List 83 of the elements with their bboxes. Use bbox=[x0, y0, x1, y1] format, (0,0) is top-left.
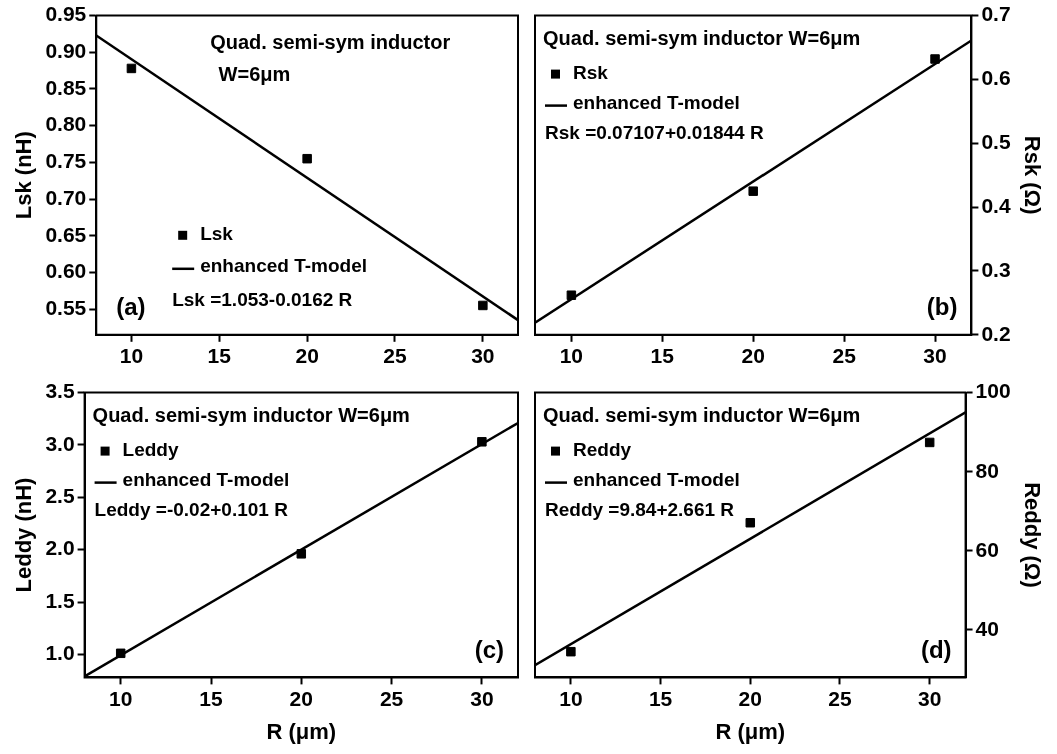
annotation: Lsk =1.053-0.0162 R bbox=[172, 289, 353, 311]
x-tick-label: 30 bbox=[470, 686, 494, 710]
y-tick-label: 2.5 bbox=[45, 484, 75, 508]
y2-axis-title: Rsk (Ω) bbox=[1019, 135, 1045, 215]
point bbox=[566, 290, 577, 300]
point bbox=[748, 186, 758, 196]
x-tick-label: 20 bbox=[738, 686, 762, 710]
annotation: Reddy =9.84+2.661 R bbox=[545, 498, 735, 520]
y-tick-label: 3.0 bbox=[45, 431, 75, 455]
annotation: (a) bbox=[116, 293, 146, 321]
y-tick-label: 3.5 bbox=[45, 379, 75, 403]
point bbox=[930, 54, 940, 64]
annotation: Quad. semi-sym inductor W=6μm bbox=[543, 404, 861, 427]
x-axis-title: R (μm) bbox=[715, 718, 786, 744]
y-tick-label: 0.70 bbox=[45, 185, 87, 209]
legend-label: Lsk bbox=[200, 223, 234, 245]
y-tick-label: 0.80 bbox=[45, 112, 87, 136]
legend-label: enhanced T-model bbox=[573, 91, 740, 113]
x-tick-label: 30 bbox=[918, 686, 942, 710]
legend-label: enhanced T-model bbox=[200, 255, 367, 277]
y-tick-label: 1.5 bbox=[45, 588, 75, 612]
point bbox=[302, 153, 312, 164]
annotation: (d) bbox=[920, 636, 952, 664]
y2-tick-label: 0.3 bbox=[981, 257, 1011, 281]
x-tick-label: 25 bbox=[828, 686, 852, 710]
annotation: (c) bbox=[474, 636, 504, 664]
y-axis-title: Leddy (nH) bbox=[11, 477, 37, 593]
x-tick-label: 10 bbox=[559, 686, 583, 710]
legend-label: Reddy bbox=[573, 438, 632, 460]
point bbox=[296, 549, 307, 559]
y2-tick-label: 0.5 bbox=[981, 130, 1011, 154]
x-tick-label: 20 bbox=[741, 344, 765, 368]
legend-label: Rsk bbox=[573, 61, 609, 83]
x-tick-label: 15 bbox=[648, 686, 673, 710]
annotation: Leddy =-0.02+0.101 R bbox=[94, 498, 289, 520]
y2-tick-label: 0.2 bbox=[981, 321, 1011, 345]
y2-axis-title: Reddy (Ω) bbox=[1019, 482, 1045, 588]
annotation: Quad. semi-sym inductor W=6μm bbox=[210, 31, 451, 86]
legend-label: Leddy bbox=[122, 438, 179, 460]
x-tick-label: 25 bbox=[379, 686, 404, 710]
x-tick-label: 20 bbox=[295, 344, 319, 368]
point bbox=[924, 437, 935, 448]
y-tick-label: 0.85 bbox=[45, 75, 87, 99]
x-tick-label: 15 bbox=[199, 686, 223, 710]
point bbox=[477, 437, 487, 447]
y2-tick-label: 0.4 bbox=[981, 193, 1011, 217]
x-tick-label: 30 bbox=[471, 344, 495, 368]
x-tick-label: 15 bbox=[207, 344, 232, 368]
point bbox=[566, 646, 576, 657]
y2-tick-label: 60 bbox=[975, 537, 999, 561]
y2-tick-label: 80 bbox=[975, 458, 999, 482]
legend-label: enhanced T-model bbox=[573, 468, 740, 490]
y-tick-label: 0.90 bbox=[45, 39, 87, 63]
x-tick-label: 10 bbox=[559, 344, 584, 368]
y-tick-label: 0.75 bbox=[45, 149, 87, 173]
y-axis-title: Lsk (nH) bbox=[11, 131, 37, 220]
legend-label: enhanced T-model bbox=[122, 468, 290, 490]
x-tick-label: 15 bbox=[650, 344, 675, 368]
annotation: Rsk =0.07107+0.01844 R bbox=[545, 121, 764, 143]
y2-tick-label: 100 bbox=[975, 379, 1011, 403]
y-tick-label: 2.0 bbox=[45, 536, 75, 560]
point bbox=[115, 648, 126, 659]
x-tick-label: 20 bbox=[289, 686, 313, 710]
x-tick-label: 25 bbox=[832, 344, 857, 368]
y-tick-label: 0.60 bbox=[45, 259, 87, 283]
point bbox=[745, 518, 756, 528]
annotation: Quad. semi-sym inductor W=6μm bbox=[92, 404, 410, 427]
point bbox=[126, 63, 137, 74]
x-tick-label: 25 bbox=[383, 344, 407, 368]
x-tick-label: 10 bbox=[109, 686, 133, 710]
x-tick-label: 10 bbox=[119, 344, 144, 368]
annotation: (b) bbox=[926, 293, 958, 321]
x-axis-title: R (μm) bbox=[266, 718, 337, 744]
y-tick-label: 0.55 bbox=[45, 295, 87, 319]
annotation: Quad. semi-sym inductor W=6μm bbox=[543, 27, 861, 50]
point bbox=[478, 300, 488, 311]
y-tick-label: 0.95 bbox=[45, 2, 87, 26]
y2-tick-label: 0.6 bbox=[981, 66, 1011, 90]
y2-tick-label: 40 bbox=[975, 616, 999, 640]
y2-tick-label: 0.7 bbox=[981, 2, 1011, 26]
y-tick-label: 1.0 bbox=[45, 641, 75, 665]
y-tick-label: 0.65 bbox=[45, 222, 87, 246]
x-tick-label: 30 bbox=[923, 344, 947, 368]
